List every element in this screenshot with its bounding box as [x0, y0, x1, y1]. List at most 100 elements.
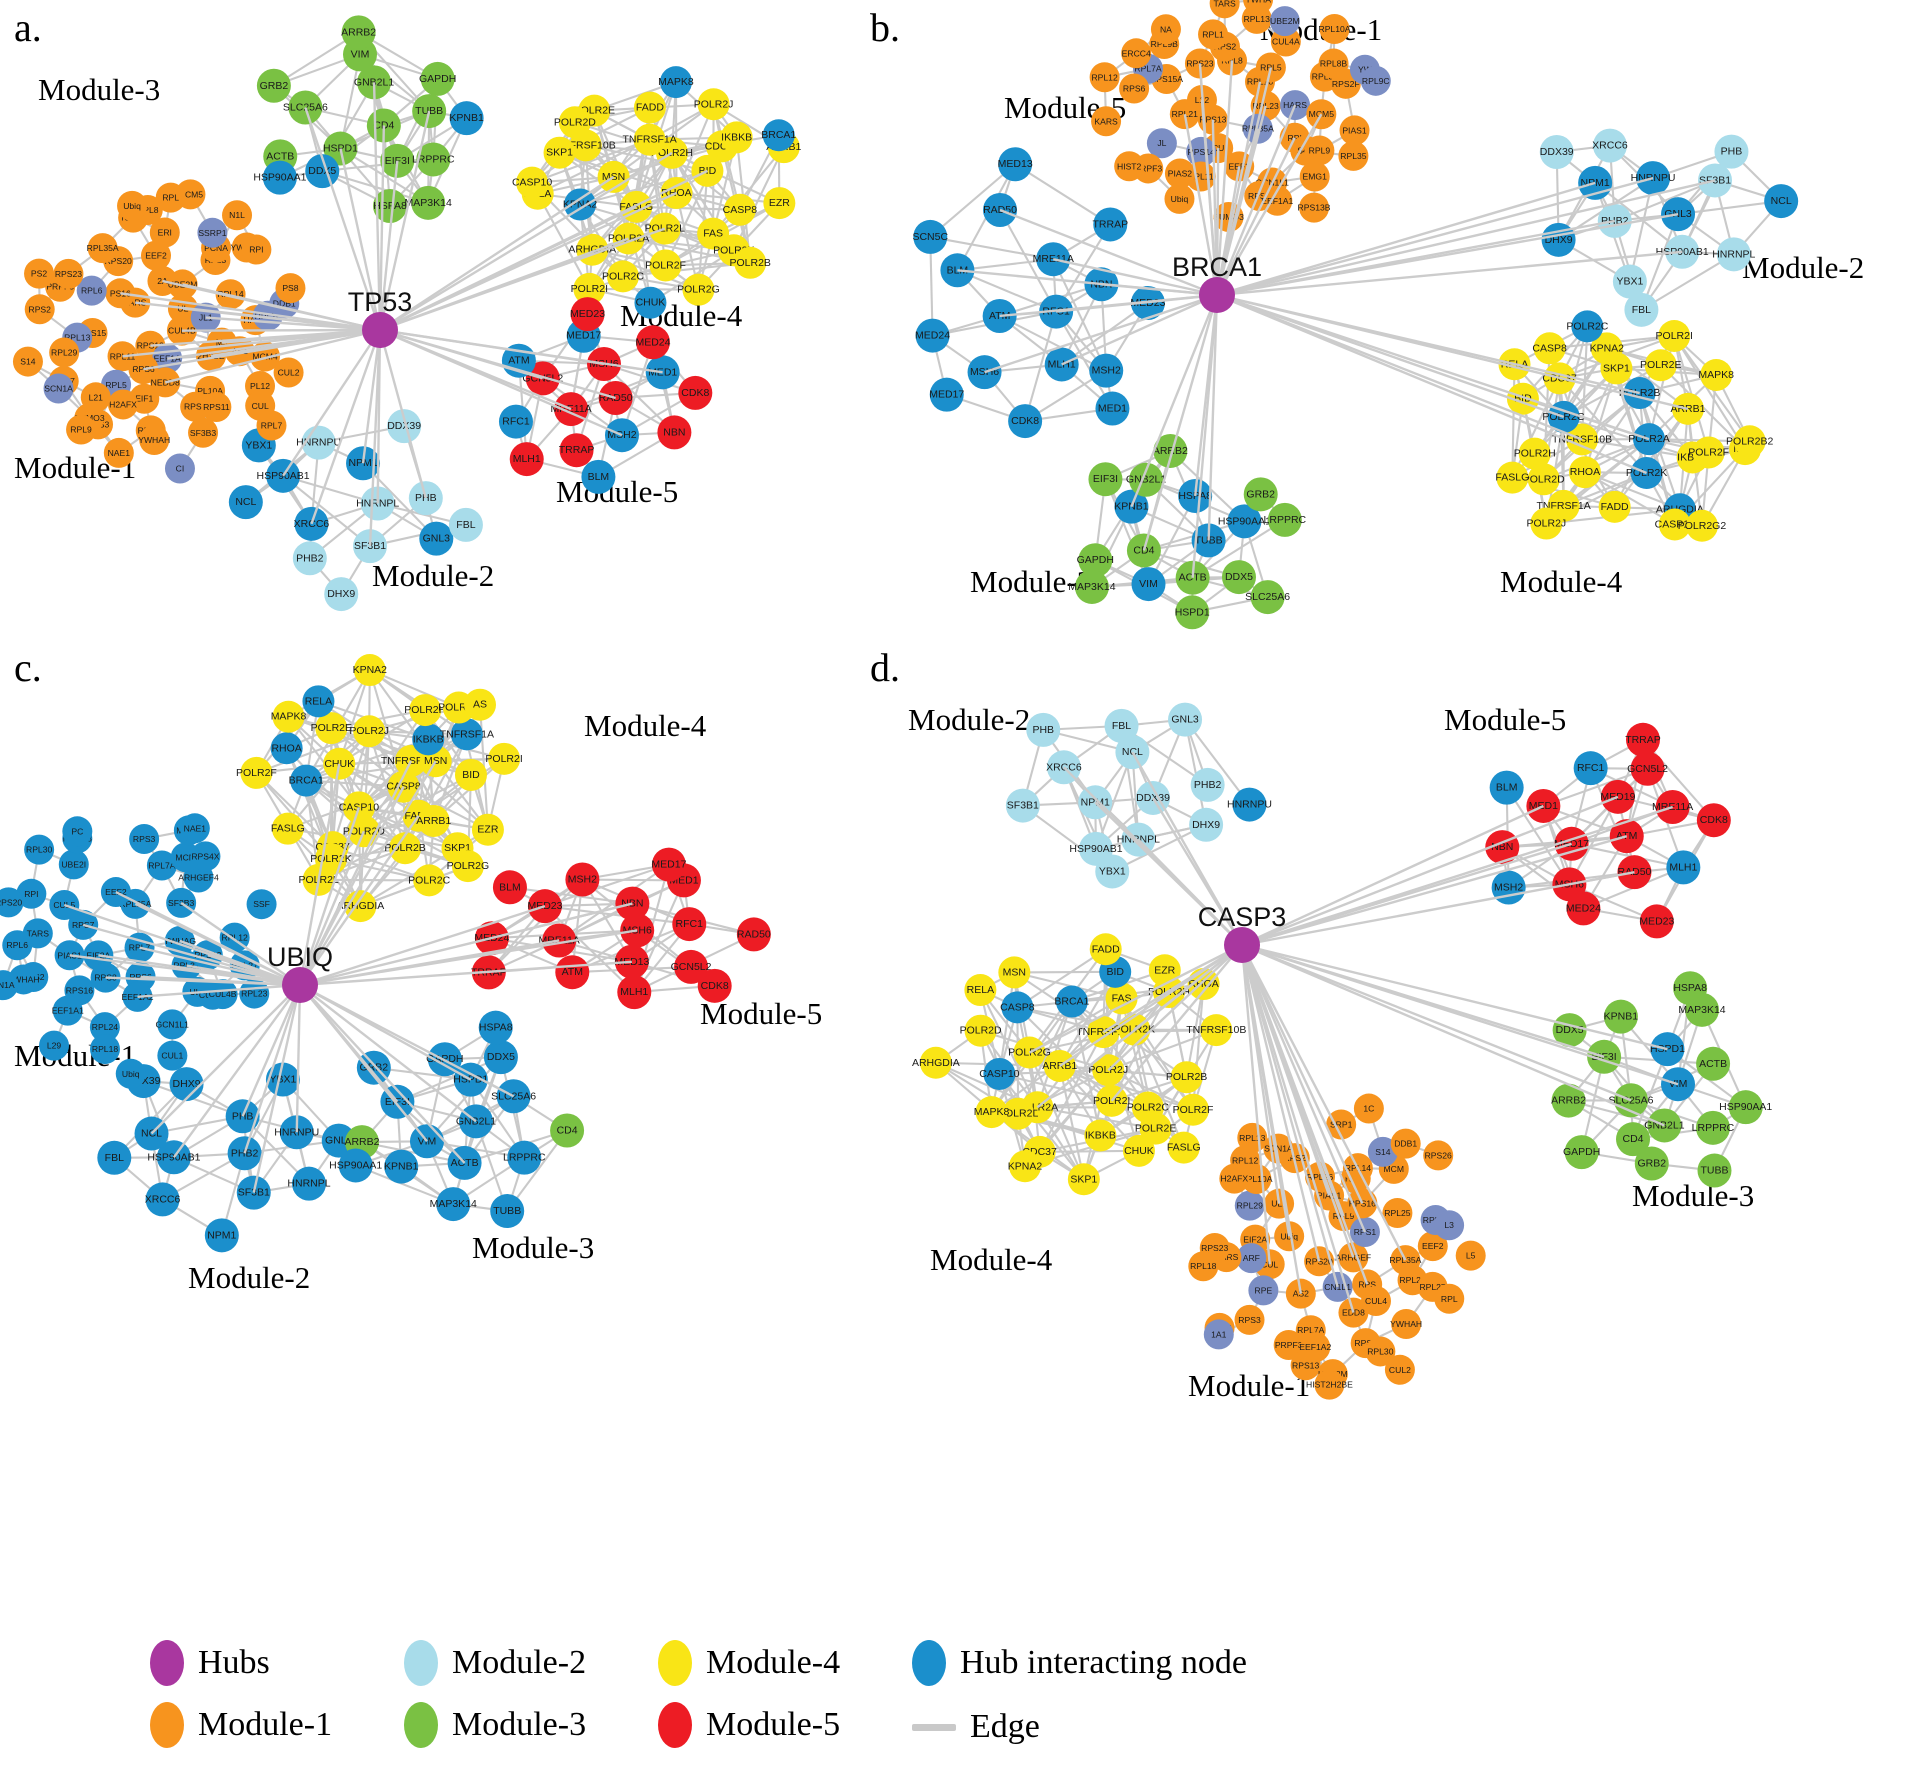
network-node[interactable]: DHX9 — [169, 1067, 204, 1102]
network-node[interactable]: CN1L1 — [1322, 1271, 1353, 1302]
network-node[interactable]: GNL3 — [1168, 702, 1203, 737]
network-node[interactable]: FASLG — [1167, 1131, 1201, 1164]
network-node[interactable]: LRPPRC — [412, 142, 455, 177]
network-node[interactable]: HSPA8 — [1673, 971, 1708, 1006]
network-node[interactable]: RPL6 — [76, 275, 107, 306]
network-node[interactable]: EMG1 — [1299, 161, 1330, 192]
network-node[interactable]: RPI — [241, 234, 272, 265]
network-node[interactable]: POLR2D — [1523, 463, 1565, 496]
network-node[interactable]: CI — [164, 453, 195, 484]
network-node[interactable]: SLC25A6 — [491, 1079, 536, 1114]
network-node[interactable]: NPM1 — [204, 1218, 239, 1253]
network-node[interactable]: DHX9 — [324, 577, 359, 612]
network-node[interactable]: EZR — [763, 187, 796, 220]
network-node[interactable]: MSH6 — [620, 913, 655, 948]
network-node[interactable]: RPL30 — [1365, 1336, 1396, 1367]
network-node[interactable]: UBE2M — [1269, 6, 1300, 37]
network-node[interactable]: RPL29 — [1234, 1190, 1265, 1221]
network-node[interactable]: IKBKB — [412, 723, 445, 756]
network-node[interactable]: L29 — [39, 1030, 70, 1061]
network-node[interactable]: RPL35A — [87, 233, 119, 264]
network-node[interactable]: CASP8 — [723, 193, 758, 226]
network-node[interactable]: MED23 — [570, 297, 605, 332]
network-node[interactable]: CHUK — [634, 286, 667, 319]
network-node[interactable]: POLR2B — [1166, 1061, 1207, 1094]
network-node[interactable]: POLR2E — [1135, 1112, 1176, 1145]
network-node[interactable]: HSPA8 — [1178, 478, 1213, 513]
network-node[interactable]: H2AFX — [108, 389, 139, 420]
network-node[interactable]: RPL9 — [1304, 135, 1335, 166]
network-node[interactable]: MRE11A — [539, 923, 580, 958]
network-node[interactable]: RPL25 — [1382, 1197, 1413, 1228]
network-node[interactable]: YWHA — [1243, 0, 1274, 15]
network-node[interactable]: RPL9C — [1360, 65, 1391, 96]
network-node[interactable]: AS — [463, 688, 496, 721]
network-node[interactable]: RELA — [964, 974, 997, 1007]
network-node[interactable]: Ubiq — [1164, 183, 1195, 214]
network-node[interactable]: POLR2D — [960, 1014, 1002, 1047]
network-node[interactable]: RELA — [302, 685, 335, 718]
network-node[interactable]: SSRP1 — [197, 217, 228, 248]
network-node[interactable]: MSH2 — [1491, 870, 1526, 905]
network-node[interactable]: RHOA — [1568, 456, 1601, 489]
network-node[interactable]: HSPD1 — [1175, 595, 1210, 630]
hub-node[interactable]: UBIQ — [267, 942, 333, 1003]
network-node[interactable]: RFC1 — [672, 907, 707, 942]
network-node[interactable]: POLR2H — [1514, 437, 1556, 470]
network-node[interactable]: GCN5L2 — [1627, 751, 1668, 786]
network-node[interactable]: YWHAH — [1390, 1309, 1422, 1340]
network-node[interactable]: HNRNPL — [287, 1166, 331, 1201]
network-node[interactable]: SLC25A6 — [1245, 580, 1290, 615]
network-node[interactable]: N1L — [222, 200, 253, 231]
network-node[interactable]: FBL — [1104, 708, 1139, 743]
network-node[interactable]: GRB2 — [256, 68, 291, 103]
network-node[interactable]: FBL — [97, 1140, 132, 1175]
network-node[interactable]: IKBKB — [1084, 1119, 1117, 1152]
network-node[interactable]: S14 — [1367, 1136, 1398, 1167]
network-node[interactable]: RPS2 — [24, 294, 55, 325]
network-node[interactable]: TARS — [1209, 0, 1240, 19]
network-node[interactable]: CUL4B — [207, 979, 238, 1010]
network-node[interactable]: CUL5 — [49, 890, 80, 921]
network-node[interactable]: RPS3 — [129, 823, 160, 854]
network-node[interactable]: MSH6 — [967, 355, 1002, 390]
network-node[interactable]: EIF3I — [1088, 462, 1123, 497]
network-node[interactable]: POLR2E — [311, 712, 352, 745]
network-node[interactable]: GAPDH — [1077, 543, 1114, 578]
network-node[interactable]: SF3B1 — [1698, 163, 1733, 198]
network-node[interactable]: POLR2G — [447, 850, 490, 883]
network-node[interactable]: GAPDH — [1563, 1135, 1600, 1170]
network-node[interactable]: SCN5C — [912, 219, 948, 254]
network-node[interactable]: HSP90AA1 — [253, 160, 307, 195]
network-node[interactable]: ARRB2 — [1551, 1083, 1586, 1118]
network-node[interactable]: EDD8 — [1338, 1297, 1369, 1328]
network-node[interactable]: DDX5 — [483, 1040, 518, 1075]
network-node[interactable]: RPL13 — [1237, 1122, 1268, 1153]
network-node[interactable]: KPNB1 — [1604, 999, 1639, 1034]
network-node[interactable]: RPL5 — [1255, 52, 1286, 83]
network-node[interactable]: HIST2 — [1114, 151, 1145, 182]
network-node[interactable]: RPL23 — [239, 978, 270, 1009]
network-node[interactable]: TRRAP — [559, 433, 595, 468]
network-node[interactable]: ARF — [1236, 1243, 1267, 1274]
network-node[interactable]: XRCC6 — [145, 1182, 181, 1217]
network-node[interactable]: HSP90AB1 — [1656, 234, 1709, 269]
network-node[interactable]: CD4 — [550, 1113, 585, 1148]
network-node[interactable]: YWHAH — [138, 425, 170, 456]
network-node[interactable]: POLR2J — [349, 715, 389, 748]
network-node[interactable]: MLH1 — [617, 975, 652, 1010]
network-node[interactable]: YBX1 — [265, 1062, 300, 1097]
network-node[interactable]: TUBB — [1191, 523, 1226, 558]
network-node[interactable]: TUBB — [1697, 1153, 1732, 1188]
network-node[interactable]: RPS3 — [1234, 1304, 1265, 1335]
network-node[interactable]: L3 — [1434, 1210, 1465, 1241]
network-node[interactable]: PS8 — [275, 273, 306, 304]
network-node[interactable]: RPL — [155, 182, 186, 213]
network-node[interactable]: VIM — [1131, 567, 1166, 602]
network-node[interactable]: SCN1A — [43, 373, 74, 404]
network-node[interactable]: CUL2 — [273, 357, 304, 388]
network-node[interactable]: PHB2 — [227, 1136, 262, 1171]
network-node[interactable]: POLR2F — [236, 756, 277, 789]
network-node[interactable]: RPS4X — [190, 841, 221, 872]
network-node[interactable]: RFC1 — [498, 404, 533, 439]
